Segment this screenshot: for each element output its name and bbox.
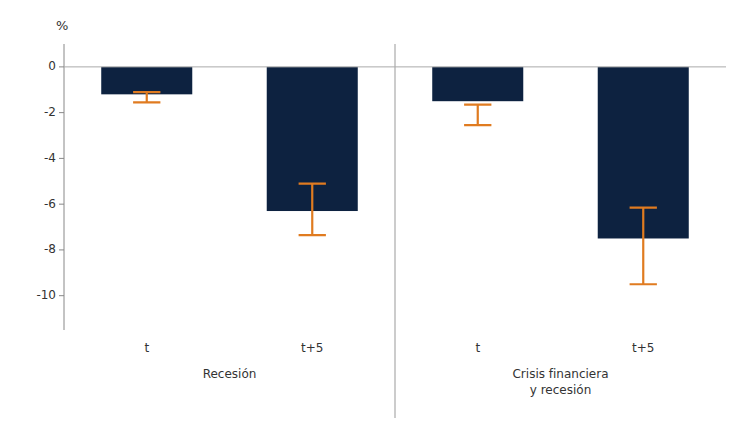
error-bar — [299, 184, 326, 235]
x-tick-label: t+5 — [301, 341, 323, 355]
y-tick-label: -6 — [44, 197, 56, 211]
plot-area — [64, 67, 726, 284]
group-label-line: Crisis financiera — [512, 367, 608, 381]
x-tick-label: t — [144, 341, 149, 355]
group-label-line: Recesión — [203, 367, 257, 381]
x-tick-label: t — [475, 341, 480, 355]
group-label: Recesión — [203, 367, 257, 381]
y-axis-line — [64, 44, 65, 330]
error-bar — [133, 92, 160, 102]
y-tick-label: -10 — [36, 288, 56, 302]
y-tick — [59, 249, 64, 250]
y-axis-label: % — [56, 18, 68, 33]
y-tick-label: 0 — [48, 59, 56, 73]
y-tick — [59, 158, 64, 159]
x-tick-label: t+5 — [632, 341, 654, 355]
y-tick — [59, 66, 64, 67]
group-label: Crisis financiera y recesión — [512, 367, 608, 397]
zero-line — [64, 66, 726, 67]
bar — [432, 67, 523, 101]
y-tick — [59, 295, 64, 296]
error-bar — [630, 208, 657, 285]
y-tick-label: -8 — [44, 242, 56, 256]
chart: 0 -2 -4 -6 -8 -10% Recesión Crisis financiera y … — [0, 0, 750, 434]
y-tick-label: -2 — [44, 105, 56, 119]
group-divider — [395, 44, 396, 418]
y-tick — [59, 204, 64, 205]
y-tick — [59, 112, 64, 113]
bar — [101, 67, 192, 94]
error-bar — [464, 105, 491, 126]
group-label-line: y recesión — [530, 383, 591, 397]
y-tick-label: -4 — [44, 151, 56, 165]
